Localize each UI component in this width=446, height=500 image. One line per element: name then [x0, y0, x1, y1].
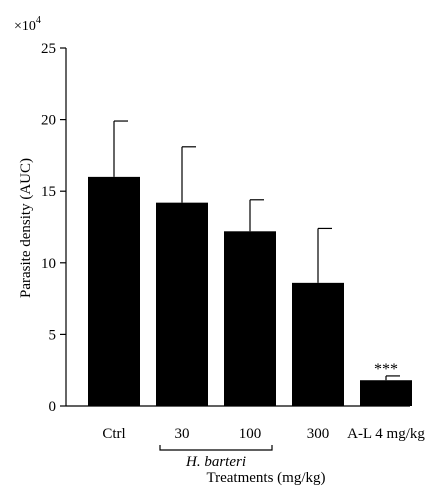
y-tick-label: 15: [41, 184, 56, 200]
x-tick-label: Ctrl: [102, 426, 125, 442]
y-tick-labels: 0 5 10 15 20 25: [41, 41, 66, 415]
y-tick-label: 0: [49, 399, 57, 415]
x-tick-label: 300: [307, 426, 330, 442]
group-bracket-line: [159, 445, 273, 451]
bar: [292, 282, 344, 406]
y-scale-factor: ×104: [14, 15, 41, 34]
bar: [360, 380, 412, 406]
y-tick-label: 5: [49, 327, 57, 343]
bars: [88, 176, 412, 406]
x-tick-label: 30: [175, 426, 190, 442]
bar: [224, 231, 276, 406]
error-bars: [113, 120, 400, 381]
bar: [88, 176, 140, 406]
group-label: H. barteri: [185, 454, 246, 470]
group-bracket: H. barteri: [159, 445, 273, 470]
x-tick-labels: Ctrl 30 100 300 A-L 4 mg/kg: [102, 426, 425, 442]
significance-annotations: ***: [374, 361, 398, 378]
bar: [156, 202, 208, 406]
y-tick-label: 10: [41, 256, 56, 272]
y-axis-title: Parasite density (AUC): [18, 158, 34, 298]
significance-label: ***: [374, 361, 398, 378]
y-scale-prefix: ×10: [14, 19, 36, 34]
x-tick-label: A-L 4 mg/kg: [347, 426, 425, 442]
y-tick-label: 20: [41, 113, 56, 129]
y-tick-label: 25: [41, 41, 56, 57]
y-scale-exponent: 4: [36, 15, 41, 26]
x-axis-title: Treatments (mg/kg): [206, 470, 325, 486]
x-tick-label: 100: [239, 426, 262, 442]
